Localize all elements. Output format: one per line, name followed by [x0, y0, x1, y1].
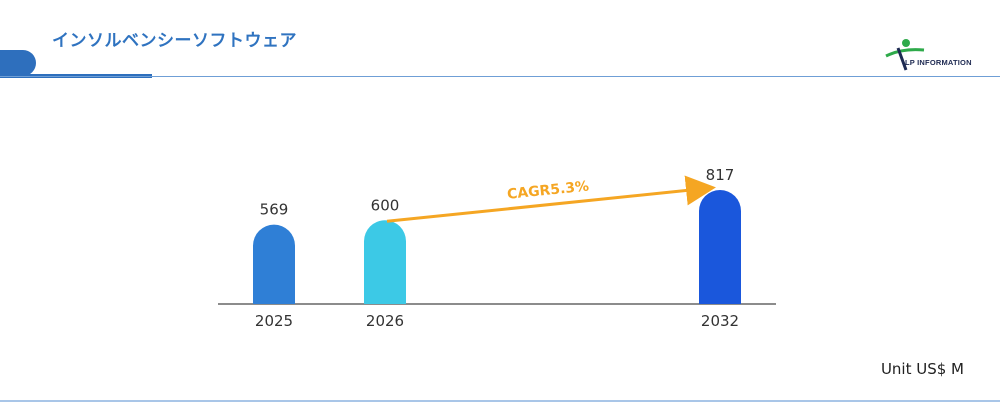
footer-divider [0, 400, 1000, 402]
bar-2032 [699, 190, 741, 304]
header-accent-tab [0, 50, 36, 76]
cagr-label: CAGR5.3% [506, 178, 589, 202]
header-divider [0, 76, 1000, 77]
page-title: インソルベンシーソフトウェア [52, 31, 297, 51]
logo-text: LP INFORMATION [905, 58, 972, 67]
bar-2026 [364, 220, 406, 304]
logo-dot [902, 39, 910, 47]
data-label-2025: 569 [260, 201, 289, 219]
data-label-2026: 600 [371, 196, 400, 214]
data-label-2032: 817 [706, 166, 735, 184]
logo-swoosh [885, 48, 925, 58]
logo-stroke [896, 47, 908, 71]
x-tick-label-2026: 2026 [366, 312, 404, 330]
bar-2025 [253, 224, 295, 304]
cagr-arrow [386, 175, 716, 223]
x-tick-label-2025: 2025 [255, 312, 293, 330]
x-tick-label-2032: 2032 [701, 312, 739, 330]
lp-information-logo [885, 39, 925, 71]
unit-label: Unit US$ M [880, 360, 964, 378]
